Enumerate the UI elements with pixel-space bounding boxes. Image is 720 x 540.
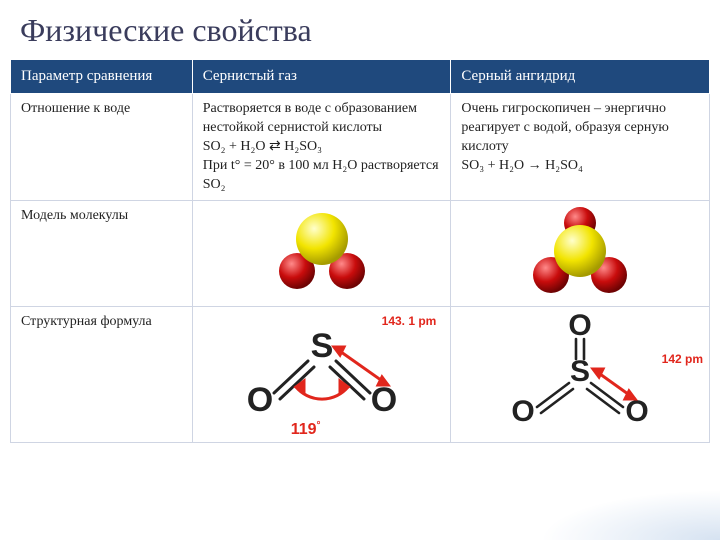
water-so3-l1: Очень гигроскопичен – энергично реагируе…	[461, 101, 668, 154]
row-model-label: Модель молекулы	[11, 201, 193, 307]
th-so2: Сернистый газ	[192, 60, 451, 94]
row-water-label: Отношение к воде	[11, 94, 193, 201]
so2-angle-unit: °	[317, 420, 321, 431]
so2-molecule-icon	[257, 205, 387, 295]
so3-bond-length: 142 pm	[662, 351, 703, 367]
comparison-table: Параметр сравнения Сернистый газ Серный …	[10, 59, 710, 443]
table-row: Модель молекулы	[11, 201, 710, 307]
page-title: Физические свойства	[0, 0, 720, 59]
table-row: Структурная формула S O O	[11, 307, 710, 443]
row-water-so2: Растворяется в воде с образованием несто…	[192, 94, 451, 201]
water-so2-l1: Растворяется в воде с образованием несто…	[203, 101, 417, 135]
atom-o: O	[370, 381, 396, 419]
row-water-so3: Очень гигроскопичен – энергично реагируе…	[451, 94, 710, 201]
so2-angle: 119	[291, 421, 317, 438]
slide-corner-accent	[540, 490, 720, 540]
water-so2-l2: SO₂ + H₂O ⇄ H₂SO₃	[203, 139, 322, 154]
table-row: Отношение к воде Растворяется в воде с о…	[11, 94, 710, 201]
atom-o: O	[512, 395, 535, 428]
row-struct-label: Структурная формула	[11, 307, 193, 443]
atom-o: O	[569, 311, 592, 342]
atom-s: S	[570, 355, 590, 388]
row-model-so3	[451, 201, 710, 307]
row-struct-so2: S O O	[192, 307, 451, 443]
row-model-so2	[192, 201, 451, 307]
th-param: Параметр сравнения	[11, 60, 193, 94]
atom-o: O	[246, 381, 272, 419]
water-so2-l3: При t° = 20° в 100 мл H₂O растворяется S…	[203, 158, 439, 192]
row-struct-so3: S O O O	[451, 307, 710, 443]
so3-structure-icon: S O O O	[495, 311, 665, 431]
atom-s: S	[310, 327, 333, 365]
water-so3-l2: SO₃ + H₂O → H₂SO₄	[461, 158, 583, 173]
so3-molecule-icon	[515, 205, 645, 295]
th-so3: Серный ангидрид	[451, 60, 710, 94]
so2-bond-length: 143. 1 pm	[382, 313, 437, 329]
